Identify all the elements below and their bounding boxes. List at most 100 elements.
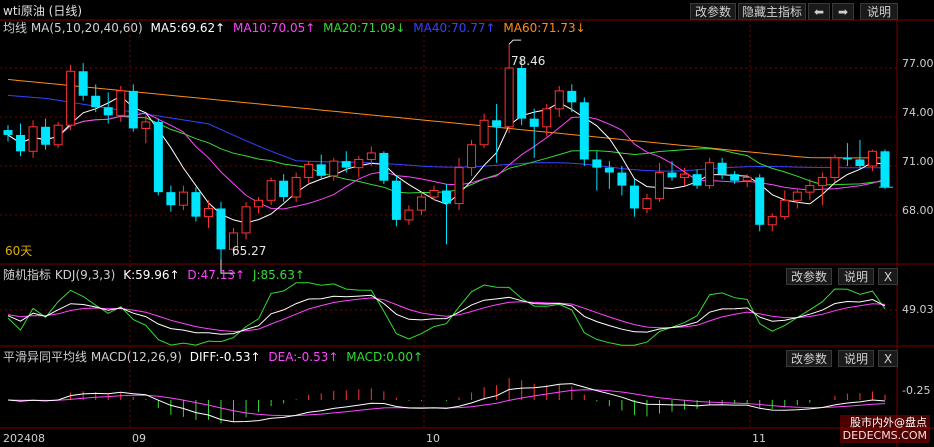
ma60-line — [7, 78, 885, 159]
candle-body — [379, 152, 389, 181]
time-axis-label: 09 — [132, 432, 146, 445]
candle-body — [492, 120, 502, 127]
macd-label: 平滑异同平均线 MACD(12,26,9) — [3, 350, 182, 364]
candle-body — [116, 90, 126, 116]
candle-body — [454, 167, 464, 205]
candle-body — [467, 144, 477, 169]
candle-body — [91, 95, 101, 108]
period-label: 60天 — [5, 244, 33, 258]
candle-body — [629, 185, 639, 209]
candle-body — [291, 176, 301, 198]
candle-body — [416, 196, 426, 211]
candle-body — [28, 126, 38, 152]
candle-body — [830, 157, 840, 178]
macd-help-button[interactable]: 说明 — [838, 350, 874, 367]
kdj-axis-value: 49.03 — [902, 303, 934, 316]
candle-body — [178, 191, 188, 206]
macd-modify-button[interactable]: 改参数 — [786, 350, 832, 367]
candle-body — [442, 190, 451, 204]
kdj-k-line — [7, 294, 886, 335]
window-title: wti原油 (日线) — [3, 4, 83, 18]
candle-body — [341, 161, 351, 168]
candle-body — [705, 162, 715, 187]
time-axis-label: 10 — [426, 432, 440, 445]
candle-body — [78, 71, 88, 96]
kdj-label: 随机指标 KDJ(9,3,3) — [3, 268, 116, 282]
price-axis-label: 68.00 — [902, 204, 934, 217]
candle-body — [229, 232, 239, 250]
macd-diff-value: DIFF:-0.53↑ — [189, 350, 261, 364]
candle-body — [617, 172, 627, 186]
time-axis-label: 202408 — [3, 432, 45, 445]
candle-body — [654, 172, 664, 200]
candle-body — [279, 180, 289, 198]
macd-close-icon[interactable]: X — [878, 350, 898, 367]
candle-body — [817, 176, 827, 187]
candle-body — [717, 162, 727, 175]
ma40-line — [7, 94, 885, 172]
kdj-d-line — [7, 297, 886, 333]
candle-body — [366, 152, 376, 160]
candle-body — [604, 167, 614, 173]
candle-body — [780, 199, 790, 218]
ma-legend-label: 均线 MA(5,10,20,40,60) — [3, 21, 143, 35]
ma20-line — [7, 115, 886, 194]
candle-body — [241, 206, 251, 234]
watermark: 股市内外@盘点 DEDECMS.COM — [839, 415, 930, 443]
candle-body — [504, 67, 514, 128]
ma-legend: 均线 MA(5,10,20,40,60) MA5:69.62↑ MA10:70.… — [3, 20, 586, 36]
candle-body — [554, 90, 564, 110]
candle-body — [316, 164, 326, 176]
candle-body — [755, 177, 765, 225]
candle-body — [66, 70, 76, 126]
candle-body — [867, 150, 877, 167]
kdj-j-value: J:85.63↑ — [252, 268, 305, 282]
watermark-line1: 股市内外@盘点 — [850, 416, 927, 429]
price-axis-label: 71.00 — [902, 155, 934, 168]
high-price-label: 78.46 — [511, 54, 546, 68]
ma5-value: MA5:69.62↑ — [150, 21, 226, 35]
candle-body — [692, 174, 702, 186]
candle-body — [3, 130, 13, 135]
candle-body — [792, 191, 802, 201]
candle-body — [529, 118, 539, 127]
candle-body — [742, 176, 752, 182]
candle-body — [479, 119, 489, 146]
kdj-j-line — [7, 282, 886, 346]
candle-body — [680, 173, 690, 178]
macd-dea-value: DEA:-0.53↑ — [268, 350, 339, 364]
kdj-modify-button[interactable]: 改参数 — [786, 268, 832, 285]
macd-axis-value: -0.25 — [902, 384, 931, 397]
candle-body — [579, 102, 589, 160]
candle-body — [166, 192, 176, 206]
candle-body — [855, 159, 865, 166]
kdj-k-value: K:59.96↑ — [123, 268, 180, 282]
candle-body — [304, 163, 314, 178]
candle-body — [254, 199, 264, 208]
macd-diff-line — [7, 383, 886, 423]
kdj-help-button[interactable]: 说明 — [838, 268, 874, 285]
candle-body — [642, 198, 652, 209]
candle-body — [667, 172, 677, 178]
candle-body — [16, 134, 26, 152]
kdj-legend: 随机指标 KDJ(9,3,3) K:59.96↑ D:47.13↑ J:85.6… — [3, 267, 305, 283]
candle-body — [41, 126, 51, 145]
candle-body — [842, 157, 852, 160]
ma40-value: MA40:70.77↑ — [413, 21, 496, 35]
price-axis-label: 77.00 — [902, 57, 934, 70]
low-marker — [220, 259, 235, 274]
ma20-value: MA20:71.09↓ — [323, 21, 406, 35]
candle-body — [354, 158, 364, 169]
price-axis-label: 74.00 — [902, 106, 934, 119]
candle-body — [592, 159, 602, 168]
candle-body — [266, 180, 276, 201]
modify-params-button[interactable]: 改参数 — [690, 3, 736, 20]
candle-body — [216, 208, 226, 250]
candle-body — [767, 216, 777, 226]
candle-body — [517, 68, 527, 119]
macd-dea-line — [7, 389, 886, 417]
kdj-close-icon[interactable]: X — [878, 268, 898, 285]
candle-body — [542, 108, 552, 128]
kdj-d-value: D:47.13↑ — [187, 268, 246, 282]
